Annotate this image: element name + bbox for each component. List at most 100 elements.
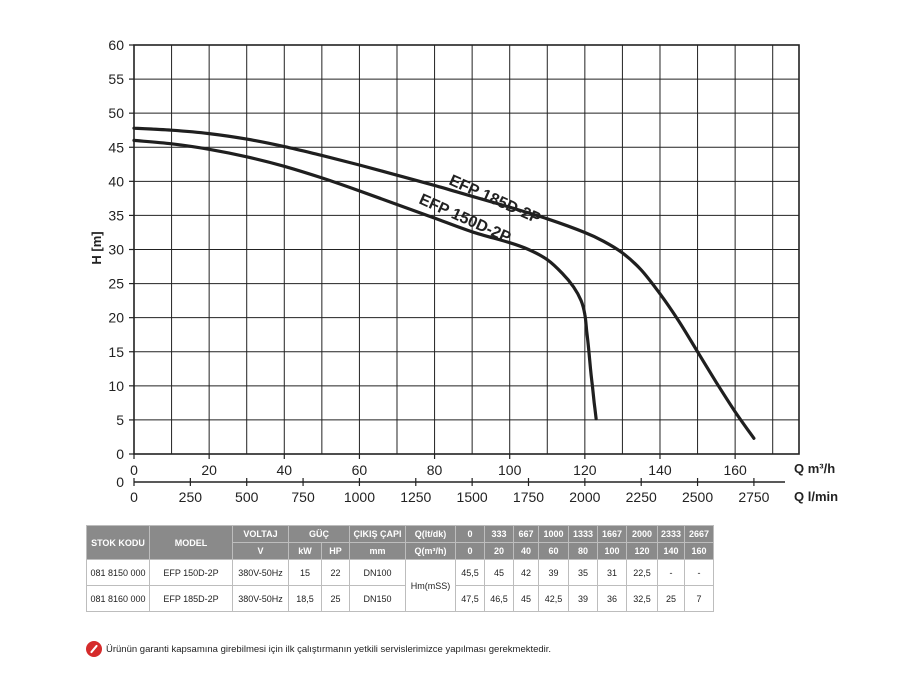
head-value: 47,5 <box>455 585 485 612</box>
spec-table: STOK KODU MODEL VOLTAJ GÜÇ ÇIKIŞ ÇAPI Q(… <box>86 525 714 612</box>
y-tick-label: 45 <box>108 139 124 155</box>
head-value: 25 <box>657 585 685 612</box>
model-name: EFP 150D-2P <box>149 559 233 586</box>
head-value: 7 <box>684 585 714 612</box>
warranty-note-text: Ürünün garanti kapsamına girebilmesi içi… <box>106 643 552 655</box>
y-tick-label: 10 <box>108 378 124 394</box>
head-value: 42,5 <box>538 585 569 612</box>
pump-curve-efp185 <box>132 126 756 440</box>
q-m3h-cell: 20 <box>484 542 514 560</box>
x-axis-label-m3h: Q m³/h <box>794 461 835 476</box>
table-header-row: STOK KODU MODEL VOLTAJ GÜÇ ÇIKIŞ ÇAPI Q(… <box>86 525 714 560</box>
q-m3h-cell: 140 <box>657 542 685 560</box>
chart-curves <box>132 126 756 440</box>
header-q-m3h: Q(m³/h) <box>405 542 456 560</box>
q-m3h-cell: 60 <box>538 542 569 560</box>
stok-code: 081 8160 000 <box>86 585 150 612</box>
header-cikis: ÇIKIŞ ÇAPI <box>349 525 406 543</box>
y-tick-label: 60 <box>108 37 124 53</box>
q-m3h-cell: 0 <box>455 542 485 560</box>
table-subheader-row: V kW HP mm Q(m³/h) 0 20 40 60 80 100 120… <box>87 542 714 560</box>
y-tick-label: 55 <box>108 71 124 87</box>
x2-tick-label: 750 <box>291 489 315 505</box>
voltage: 380V-50Hz <box>232 585 289 612</box>
y-tick-label: 50 <box>108 105 124 121</box>
x-tick-label: 80 <box>427 462 443 478</box>
x2-tick-label: 1250 <box>400 489 431 505</box>
y-tick-label: 5 <box>116 412 124 428</box>
x2-axis-zero-label: 0 <box>116 474 124 490</box>
x-tick-label: 60 <box>352 462 368 478</box>
x-tick-label: 40 <box>276 462 292 478</box>
stok-code: 081 8150 000 <box>86 559 150 586</box>
x2-tick-label: 1000 <box>344 489 375 505</box>
x-axis-label-lmin: Q l/min <box>794 489 838 504</box>
x-tick-label: 100 <box>498 462 522 478</box>
q-m3h-cell: 160 <box>684 542 714 560</box>
x-tick-label: 20 <box>201 462 217 478</box>
head-value: 42 <box>513 559 539 586</box>
power-kw: 15 <box>288 559 322 586</box>
header-guc: GÜÇ <box>288 525 350 543</box>
head-value: 46,5 <box>484 585 514 612</box>
voltage: 380V-50Hz <box>232 559 289 586</box>
x2-tick-label: 0 <box>130 489 138 505</box>
x2-tick-label: 250 <box>179 489 203 505</box>
pump-performance-chart: 0 5 10 15 20 25 30 35 40 45 50 55 60 0 20 40 60 80 100 120 1… <box>89 37 838 505</box>
x-tick-label: 0 <box>130 462 138 478</box>
y-tick-label: 0 <box>116 446 124 462</box>
header-stok: STOK KODU <box>86 525 150 560</box>
header-voltaj: VOLTAJ <box>232 525 289 543</box>
q-m3h-cell: 120 <box>626 542 658 560</box>
y-tick-label: 30 <box>108 242 124 258</box>
y-tick-label: 35 <box>108 207 124 223</box>
q-ltdk-cell: 1000 <box>538 525 569 543</box>
head-value: - <box>657 559 685 586</box>
header-kw: kW <box>288 542 322 560</box>
outlet-size: DN150 <box>349 585 406 612</box>
head-value: 32,5 <box>626 585 658 612</box>
header-mm: mm <box>349 542 406 560</box>
chart-ticks: 0 5 10 15 20 25 30 35 40 45 50 55 60 0 20 40 60 80 100 120 1… <box>108 37 785 505</box>
x2-tick-label: 2750 <box>738 489 769 505</box>
head-value: 22,5 <box>626 559 658 586</box>
header-voltaj-unit: V <box>232 542 289 560</box>
q-m3h-cell: 40 <box>513 542 539 560</box>
header-model: MODEL <box>149 525 233 560</box>
q-ltdk-cell: 1333 <box>568 525 598 543</box>
y-tick-label: 25 <box>108 276 124 292</box>
q-ltdk-cell: 0 <box>455 525 485 543</box>
head-value: 39 <box>538 559 569 586</box>
head-value: 31 <box>597 559 627 586</box>
y-tick-label: 15 <box>108 344 124 360</box>
outlet-size: DN100 <box>349 559 406 586</box>
head-value: 45,5 <box>455 559 485 586</box>
x-tick-label: 160 <box>723 462 747 478</box>
x2-tick-label: 500 <box>235 489 259 505</box>
wrench-warning-icon <box>86 641 102 657</box>
head-value: 45 <box>513 585 539 612</box>
head-value: 39 <box>568 585 598 612</box>
head-value: 45 <box>484 559 514 586</box>
q-ltdk-cell: 333 <box>484 525 514 543</box>
q-ltdk-cell: 2333 <box>657 525 685 543</box>
x2-tick-label: 2000 <box>569 489 600 505</box>
x2-tick-label: 2250 <box>626 489 657 505</box>
warranty-note: Ürünün garanti kapsamına girebilmesi içi… <box>86 641 551 657</box>
head-value: 36 <box>597 585 627 612</box>
power-hp: 25 <box>321 585 350 612</box>
y-axis-label: H [m] <box>89 231 104 264</box>
model-name: EFP 185D-2P <box>149 585 233 612</box>
head-value: 35 <box>568 559 598 586</box>
q-ltdk-cell: 667 <box>513 525 539 543</box>
x2-tick-label: 1500 <box>457 489 488 505</box>
header-hp: HP <box>321 542 350 560</box>
head-value: - <box>684 559 714 586</box>
x-tick-label: 140 <box>648 462 672 478</box>
table-row: 081 8150 000 EFP 150D-2P 380V-50Hz 15 22… <box>86 559 714 612</box>
x2-tick-label: 1750 <box>513 489 544 505</box>
header-q-ltdk: Q(lt/dk) <box>405 525 456 543</box>
x2-tick-label: 2500 <box>682 489 713 505</box>
pump-curve-efp150 <box>132 138 598 421</box>
q-ltdk-cell: 2667 <box>684 525 714 543</box>
